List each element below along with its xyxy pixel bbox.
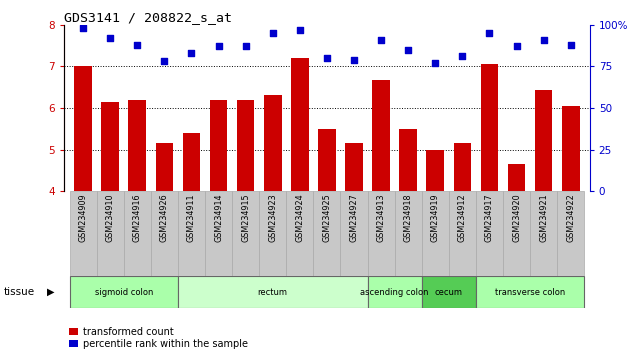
- Text: GSM234915: GSM234915: [241, 194, 250, 242]
- Text: GSM234927: GSM234927: [349, 194, 358, 242]
- Point: [376, 37, 387, 42]
- Text: tissue: tissue: [3, 287, 35, 297]
- Bar: [426, 149, 444, 191]
- Text: GSM234913: GSM234913: [377, 194, 386, 242]
- Text: GDS3141 / 208822_s_at: GDS3141 / 208822_s_at: [64, 11, 232, 24]
- Point: [538, 37, 549, 42]
- Text: GSM234920: GSM234920: [512, 194, 521, 242]
- Bar: [481, 64, 498, 191]
- Text: GSM234923: GSM234923: [268, 194, 277, 242]
- Point: [295, 27, 305, 33]
- Text: GSM234925: GSM234925: [322, 194, 331, 242]
- Legend: transformed count, percentile rank within the sample: transformed count, percentile rank withi…: [69, 327, 247, 349]
- Bar: [340, 191, 367, 276]
- Text: rectum: rectum: [258, 287, 288, 297]
- Bar: [205, 191, 232, 276]
- Text: GSM234916: GSM234916: [133, 194, 142, 242]
- Point: [159, 58, 169, 64]
- Bar: [151, 191, 178, 276]
- Bar: [345, 143, 363, 191]
- Bar: [291, 58, 308, 191]
- Bar: [232, 191, 259, 276]
- Bar: [372, 80, 390, 191]
- Text: GSM234912: GSM234912: [458, 194, 467, 242]
- Bar: [395, 191, 422, 276]
- Text: GSM234919: GSM234919: [431, 194, 440, 242]
- Text: GSM234921: GSM234921: [539, 194, 548, 242]
- Bar: [183, 133, 200, 191]
- Text: GSM234917: GSM234917: [485, 194, 494, 242]
- Point: [403, 47, 413, 52]
- Point: [187, 50, 197, 56]
- Point: [322, 55, 332, 61]
- Bar: [156, 143, 173, 191]
- Bar: [476, 276, 585, 308]
- Bar: [313, 191, 340, 276]
- Text: cecum: cecum: [435, 287, 463, 297]
- Point: [213, 44, 224, 49]
- Point: [105, 35, 115, 41]
- Text: ascending colon: ascending colon: [360, 287, 429, 297]
- Bar: [535, 90, 553, 191]
- Bar: [557, 191, 585, 276]
- Text: GSM234910: GSM234910: [106, 194, 115, 242]
- Bar: [128, 99, 146, 191]
- Point: [485, 30, 495, 36]
- Bar: [530, 191, 557, 276]
- Bar: [178, 276, 367, 308]
- Point: [349, 57, 359, 63]
- Text: sigmoid colon: sigmoid colon: [94, 287, 153, 297]
- Text: ▶: ▶: [47, 287, 54, 297]
- Text: GSM234926: GSM234926: [160, 194, 169, 242]
- Bar: [287, 191, 313, 276]
- Text: transverse colon: transverse colon: [495, 287, 565, 297]
- Point: [457, 53, 467, 59]
- Text: GSM234924: GSM234924: [296, 194, 304, 242]
- Bar: [449, 191, 476, 276]
- Point: [512, 44, 522, 49]
- Text: GSM234909: GSM234909: [79, 194, 88, 242]
- Bar: [264, 96, 281, 191]
- Text: GSM234918: GSM234918: [404, 194, 413, 242]
- Point: [132, 42, 142, 47]
- Text: GSM234914: GSM234914: [214, 194, 223, 242]
- Text: GSM234911: GSM234911: [187, 194, 196, 242]
- Bar: [69, 191, 97, 276]
- Bar: [422, 191, 449, 276]
- Bar: [74, 65, 92, 191]
- Bar: [454, 143, 471, 191]
- Bar: [367, 276, 422, 308]
- Point: [240, 44, 251, 49]
- Bar: [259, 191, 287, 276]
- Point: [430, 60, 440, 66]
- Bar: [101, 102, 119, 191]
- Bar: [97, 191, 124, 276]
- Bar: [476, 191, 503, 276]
- Bar: [318, 129, 336, 191]
- Bar: [210, 99, 228, 191]
- Bar: [237, 99, 254, 191]
- Bar: [69, 276, 178, 308]
- Text: GSM234922: GSM234922: [566, 194, 575, 242]
- Bar: [508, 164, 526, 191]
- Bar: [503, 191, 530, 276]
- Bar: [367, 191, 395, 276]
- Point: [267, 30, 278, 36]
- Point: [565, 42, 576, 47]
- Bar: [422, 276, 476, 308]
- Bar: [399, 129, 417, 191]
- Bar: [178, 191, 205, 276]
- Point: [78, 25, 88, 31]
- Bar: [562, 106, 579, 191]
- Bar: [124, 191, 151, 276]
